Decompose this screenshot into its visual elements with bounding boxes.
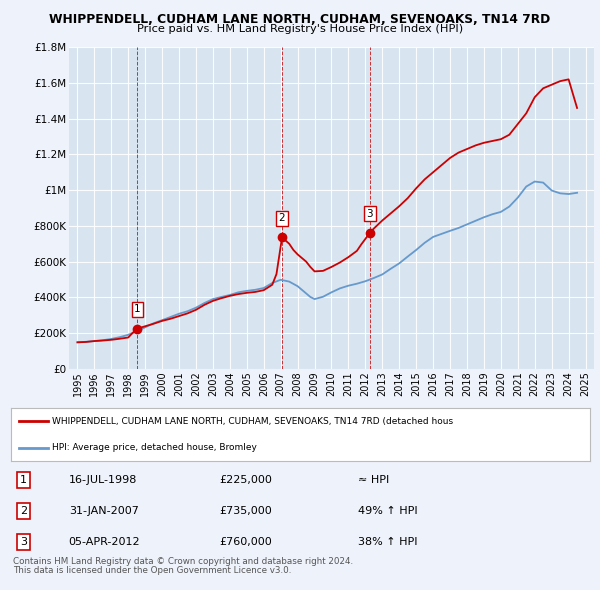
Text: 49% ↑ HPI: 49% ↑ HPI (358, 506, 418, 516)
Text: £735,000: £735,000 (219, 506, 272, 516)
Text: 2: 2 (20, 506, 27, 516)
Text: HPI: Average price, detached house, Bromley: HPI: Average price, detached house, Brom… (52, 443, 257, 452)
Text: 3: 3 (367, 209, 373, 219)
Text: ≈ HPI: ≈ HPI (358, 475, 389, 485)
Text: £760,000: £760,000 (219, 537, 272, 547)
Text: This data is licensed under the Open Government Licence v3.0.: This data is licensed under the Open Gov… (13, 566, 292, 575)
Text: 05-APR-2012: 05-APR-2012 (69, 537, 140, 547)
Text: 1: 1 (20, 475, 27, 485)
Text: WHIPPENDELL, CUDHAM LANE NORTH, CUDHAM, SEVENOAKS, TN14 7RD (detached hous: WHIPPENDELL, CUDHAM LANE NORTH, CUDHAM, … (52, 417, 454, 425)
Text: 2: 2 (279, 213, 286, 223)
Text: Price paid vs. HM Land Registry's House Price Index (HPI): Price paid vs. HM Land Registry's House … (137, 24, 463, 34)
Text: 1: 1 (134, 304, 141, 314)
Text: 16-JUL-1998: 16-JUL-1998 (69, 475, 137, 485)
Text: 3: 3 (20, 537, 27, 547)
Text: £225,000: £225,000 (219, 475, 272, 485)
Text: 38% ↑ HPI: 38% ↑ HPI (358, 537, 418, 547)
Text: WHIPPENDELL, CUDHAM LANE NORTH, CUDHAM, SEVENOAKS, TN14 7RD: WHIPPENDELL, CUDHAM LANE NORTH, CUDHAM, … (49, 13, 551, 26)
Text: 31-JAN-2007: 31-JAN-2007 (69, 506, 139, 516)
Text: Contains HM Land Registry data © Crown copyright and database right 2024.: Contains HM Land Registry data © Crown c… (13, 557, 353, 566)
